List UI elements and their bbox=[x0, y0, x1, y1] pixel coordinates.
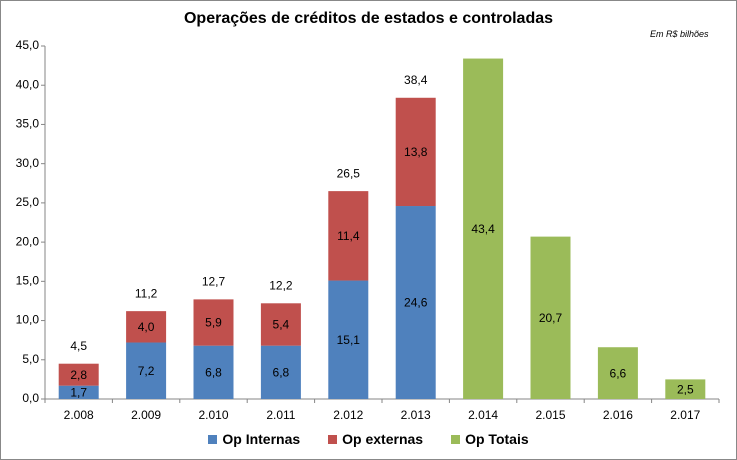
bar-op-internas-2.010 bbox=[193, 345, 234, 399]
bar-op-internas-2.013 bbox=[395, 206, 436, 399]
bar-op-totais-2.016 bbox=[597, 347, 638, 399]
bar-op-externas-2.010 bbox=[193, 299, 234, 346]
data-label: 24,6 bbox=[404, 296, 428, 310]
y-tick-label: 25,0 bbox=[16, 195, 40, 209]
total-label: 12,7 bbox=[202, 275, 226, 289]
data-label: 5,4 bbox=[273, 318, 290, 332]
y-tick-label: 0,0 bbox=[22, 391, 39, 405]
legend: Op Internas Op externas Op Totais bbox=[1, 431, 736, 447]
y-tick-label: 30,0 bbox=[16, 156, 40, 170]
legend-item-op-externas: Op externas bbox=[328, 431, 423, 447]
bar-op-totais-2.017 bbox=[665, 379, 706, 399]
bar-op-externas-2.013 bbox=[395, 97, 436, 207]
data-label: 6,8 bbox=[205, 366, 222, 380]
y-tick-label: 40,0 bbox=[16, 77, 40, 91]
legend-label-op-totais: Op Totais bbox=[465, 431, 529, 447]
data-label: 1,7 bbox=[70, 386, 87, 400]
chart-title: Operações de créditos de estados e contr… bbox=[183, 10, 554, 27]
x-tick-label: 2.009 bbox=[131, 408, 161, 422]
x-tick-label: 2.008 bbox=[64, 408, 94, 422]
x-tick-label: 2.012 bbox=[333, 408, 363, 422]
y-tick-label: 35,0 bbox=[16, 117, 40, 131]
bar-op-externas-2.008 bbox=[58, 363, 99, 386]
data-label: 6,8 bbox=[273, 366, 290, 380]
data-label: 6,6 bbox=[610, 366, 627, 380]
x-tick-label: 2.017 bbox=[670, 408, 700, 422]
x-tick-label: 2.015 bbox=[535, 408, 565, 422]
bar-op-internas-2.008 bbox=[58, 385, 99, 399]
bar-op-totais-2.014 bbox=[463, 58, 504, 399]
data-label: 5,9 bbox=[205, 316, 222, 330]
bar-op-internas-2.009 bbox=[126, 342, 167, 399]
data-label: 4,0 bbox=[138, 320, 155, 334]
y-tick-label: 15,0 bbox=[16, 274, 40, 288]
bar-op-externas-2.011 bbox=[260, 303, 301, 346]
bar-op-externas-2.012 bbox=[328, 191, 369, 281]
bar-op-internas-2.012 bbox=[328, 280, 369, 399]
x-tick-label: 2.013 bbox=[401, 408, 431, 422]
y-tick-label: 45,0 bbox=[16, 38, 40, 52]
data-label: 7,2 bbox=[138, 364, 155, 378]
total-label: 11,2 bbox=[135, 286, 158, 300]
data-label: 11,4 bbox=[337, 229, 360, 243]
y-tick-label: 5,0 bbox=[22, 352, 39, 366]
unit-note: Em R$ bilhões bbox=[650, 29, 709, 39]
legend-swatch-op-externas bbox=[328, 434, 338, 444]
total-label: 38,4 bbox=[404, 73, 428, 87]
data-label: 13,8 bbox=[404, 145, 428, 159]
x-tick-label: 2.014 bbox=[468, 408, 498, 422]
total-label: 26,5 bbox=[337, 166, 361, 180]
data-label: 43,4 bbox=[471, 222, 495, 236]
data-label: 20,7 bbox=[539, 311, 563, 325]
data-label: 2,5 bbox=[677, 382, 694, 396]
total-label: 12,2 bbox=[269, 278, 293, 292]
legend-item-op-internas: Op Internas bbox=[208, 431, 300, 447]
x-tick-label: 2.016 bbox=[603, 408, 633, 422]
legend-label-op-externas: Op externas bbox=[342, 431, 424, 447]
bar-op-externas-2.009 bbox=[126, 311, 167, 343]
y-tick-label: 20,0 bbox=[16, 234, 40, 248]
total-label: 4,5 bbox=[70, 339, 87, 353]
x-tick-label: 2.010 bbox=[198, 408, 228, 422]
data-label: 2,8 bbox=[70, 368, 87, 382]
y-tick-label: 10,0 bbox=[16, 313, 40, 327]
x-tick-label: 2.011 bbox=[266, 408, 295, 422]
legend-label-op-internas: Op Internas bbox=[222, 431, 301, 447]
legend-swatch-op-totais bbox=[451, 434, 461, 444]
legend-item-op-totais: Op Totais bbox=[451, 431, 529, 447]
data-label: 15,1 bbox=[337, 333, 361, 347]
legend-swatch-op-internas bbox=[208, 434, 218, 444]
bar-op-totais-2.015 bbox=[530, 236, 571, 399]
bar-op-internas-2.011 bbox=[260, 345, 301, 399]
